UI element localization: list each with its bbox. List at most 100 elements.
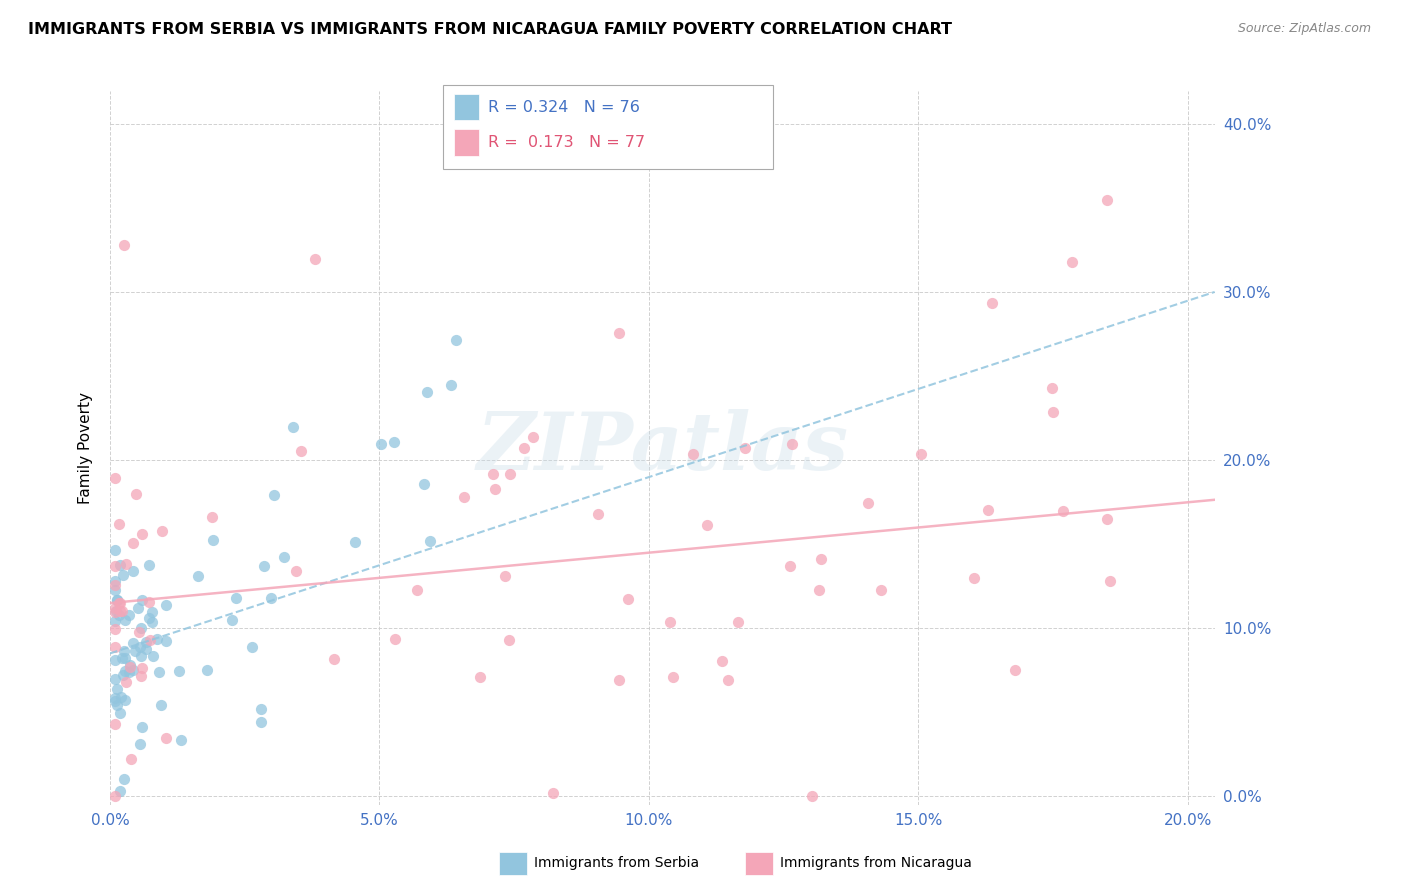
Point xyxy=(1042,405,1064,419)
Point xyxy=(201,510,224,524)
Point xyxy=(104,542,127,557)
Point xyxy=(104,471,127,485)
Point xyxy=(1042,381,1064,395)
Point xyxy=(696,518,718,533)
Point xyxy=(856,496,879,510)
Point xyxy=(138,594,160,608)
Point xyxy=(122,635,145,649)
Point xyxy=(384,632,406,646)
Point xyxy=(155,731,177,746)
Point xyxy=(141,605,163,619)
Point xyxy=(129,649,152,664)
Point xyxy=(122,564,145,578)
Point xyxy=(283,419,305,434)
Point xyxy=(114,651,136,665)
Point xyxy=(682,447,704,461)
Point xyxy=(801,789,824,804)
Text: Immigrants from Nicaragua: Immigrants from Nicaragua xyxy=(780,856,972,871)
Point xyxy=(105,681,128,696)
Point xyxy=(225,591,247,606)
Point xyxy=(139,632,162,647)
Point xyxy=(118,608,141,623)
Point xyxy=(142,649,165,664)
Point xyxy=(118,665,141,679)
Point xyxy=(323,652,346,666)
Point xyxy=(131,593,153,607)
Point xyxy=(146,632,169,646)
Point xyxy=(498,632,520,647)
Point xyxy=(104,623,127,637)
Point xyxy=(108,607,131,622)
Point xyxy=(110,783,132,797)
Point xyxy=(114,613,136,627)
Point xyxy=(808,582,831,597)
Point xyxy=(617,591,640,606)
Point xyxy=(343,535,366,549)
Point xyxy=(110,706,132,720)
Point xyxy=(131,526,153,541)
Point xyxy=(779,559,801,574)
Point xyxy=(128,737,150,751)
Point xyxy=(810,552,832,566)
Point xyxy=(111,667,134,681)
Point xyxy=(201,533,224,548)
Point xyxy=(169,665,191,679)
Point xyxy=(104,559,127,574)
Point xyxy=(104,582,127,597)
Point xyxy=(155,633,177,648)
Text: IMMIGRANTS FROM SERBIA VS IMMIGRANTS FROM NICARAGUA FAMILY POVERTY CORRELATION C: IMMIGRANTS FROM SERBIA VS IMMIGRANTS FRO… xyxy=(28,22,952,37)
Point xyxy=(273,549,295,564)
Point xyxy=(170,733,193,747)
Point xyxy=(260,591,283,605)
Point xyxy=(607,326,630,341)
Point xyxy=(110,651,132,665)
Point xyxy=(149,698,172,713)
Point xyxy=(499,467,522,481)
Point xyxy=(104,605,127,619)
Point xyxy=(419,533,441,548)
Y-axis label: Family Poverty: Family Poverty xyxy=(79,392,93,504)
Point xyxy=(138,611,160,625)
Point xyxy=(412,476,434,491)
Point xyxy=(131,661,153,675)
Point xyxy=(104,789,127,804)
Point xyxy=(416,384,439,399)
Point xyxy=(588,507,610,521)
Point xyxy=(522,430,544,444)
Point xyxy=(195,664,218,678)
Point xyxy=(112,237,135,252)
Point xyxy=(148,665,170,680)
Point xyxy=(104,691,127,706)
Point xyxy=(104,601,127,615)
Point xyxy=(494,569,516,583)
Point xyxy=(543,787,565,801)
Point xyxy=(107,516,129,531)
Point xyxy=(482,467,505,482)
Point xyxy=(115,675,138,690)
Point xyxy=(304,252,326,266)
Point xyxy=(711,655,734,669)
Point xyxy=(114,692,136,706)
Point xyxy=(716,673,738,687)
Point xyxy=(122,535,145,549)
Point xyxy=(129,622,152,636)
Point xyxy=(662,670,685,684)
Point xyxy=(780,437,803,451)
Point xyxy=(453,490,475,504)
Point xyxy=(131,720,153,734)
Text: R =  0.173   N = 77: R = 0.173 N = 77 xyxy=(488,136,645,150)
Point xyxy=(141,615,163,630)
Point xyxy=(240,640,263,654)
Point xyxy=(290,444,312,458)
Point xyxy=(122,663,145,677)
Point xyxy=(977,503,1000,517)
Point xyxy=(1004,663,1026,677)
Point xyxy=(127,601,149,615)
Point xyxy=(150,524,173,538)
Point xyxy=(980,296,1002,310)
Point xyxy=(1098,574,1121,588)
Text: ZIPatlas: ZIPatlas xyxy=(477,409,848,486)
Point xyxy=(1095,193,1118,207)
Point xyxy=(221,613,243,627)
Point xyxy=(440,378,463,392)
